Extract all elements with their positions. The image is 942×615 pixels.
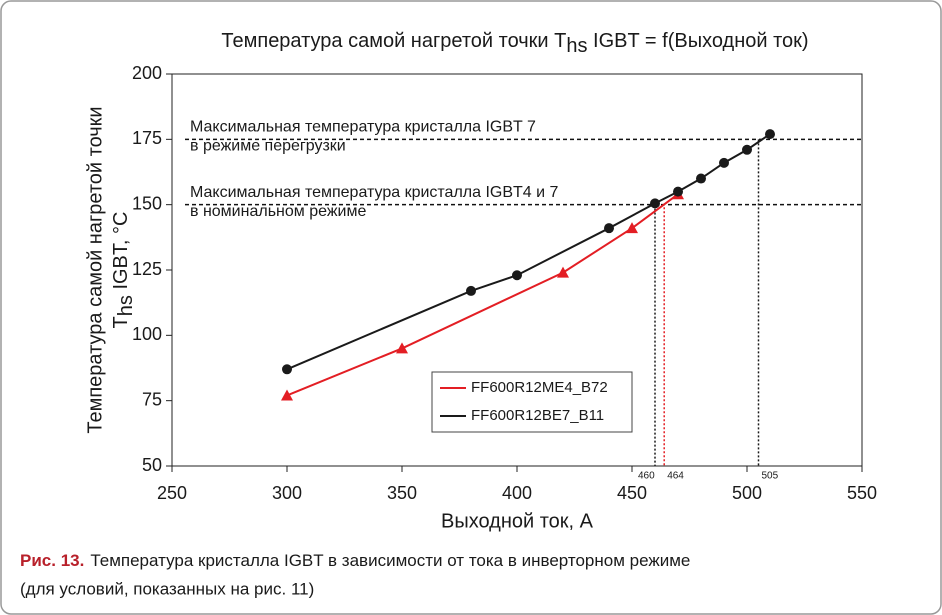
y-label-line: Температура самой нагретой точки (84, 106, 106, 433)
x-tick-label: 350 (387, 483, 417, 503)
y-tick-label: 100 (132, 324, 162, 344)
series-line (286, 133, 771, 371)
x-tick-label: 250 (157, 483, 187, 503)
legend-box (431, 371, 633, 433)
x-tick-label: 500 (732, 483, 762, 503)
chart-title: Температура самой нагретой точки Ths IGB… (221, 30, 808, 57)
marker (765, 129, 775, 140)
y-axis-label: Температура самой нагретой точки Ths IGB… (84, 106, 137, 433)
y-tick-label: 50 (142, 455, 162, 475)
annotation: в номинальном режиме (190, 203, 366, 220)
y-label-line: Ths IGBT, °C (110, 212, 137, 329)
y-tick-label: 75 (142, 389, 162, 409)
marker (281, 389, 293, 401)
marker (557, 266, 569, 278)
marker (604, 223, 614, 234)
x-tick-label: 450 (617, 483, 647, 503)
caption-line: (для условий, показанных на рис. 11) (20, 579, 314, 598)
series-line (286, 193, 679, 397)
y-tick-label: 200 (132, 63, 162, 83)
y-tick-label: 125 (132, 259, 162, 279)
legend: FF600R12ME4_B72 FF600R12BE7_B11 (431, 371, 633, 433)
legend-label: FF600R12BE7_B11 (471, 407, 604, 424)
marker (626, 222, 638, 234)
x-axis-label: Выходной ток, А (441, 510, 594, 532)
marker (673, 186, 683, 197)
marker (696, 173, 706, 184)
annotation: в режиме перегрузки (190, 138, 346, 155)
marker (512, 270, 522, 281)
marker (396, 342, 408, 354)
marker (282, 364, 292, 375)
legend-label: FF600R12ME4_B72 (471, 379, 608, 396)
x-tick-label: 400 (502, 483, 532, 503)
x-tick-label: 300 (272, 483, 302, 503)
marker (719, 157, 729, 168)
annotation: Максимальная температура кристалла IGBT … (190, 119, 536, 136)
annotation: 464 (667, 471, 684, 482)
marker (466, 285, 476, 296)
marker (742, 144, 752, 155)
annotation: 505 (762, 471, 779, 482)
y-tick-label: 175 (132, 128, 162, 148)
caption: Рис. 13. Температура кристалла IGBT в зав… (20, 551, 690, 570)
annotation: 460 (638, 471, 655, 482)
x-tick-label: 550 (847, 483, 877, 503)
marker (650, 198, 660, 209)
annotation: Максимальная температура кристалла IGBT4… (190, 184, 559, 201)
y-tick-label: 150 (132, 193, 162, 213)
